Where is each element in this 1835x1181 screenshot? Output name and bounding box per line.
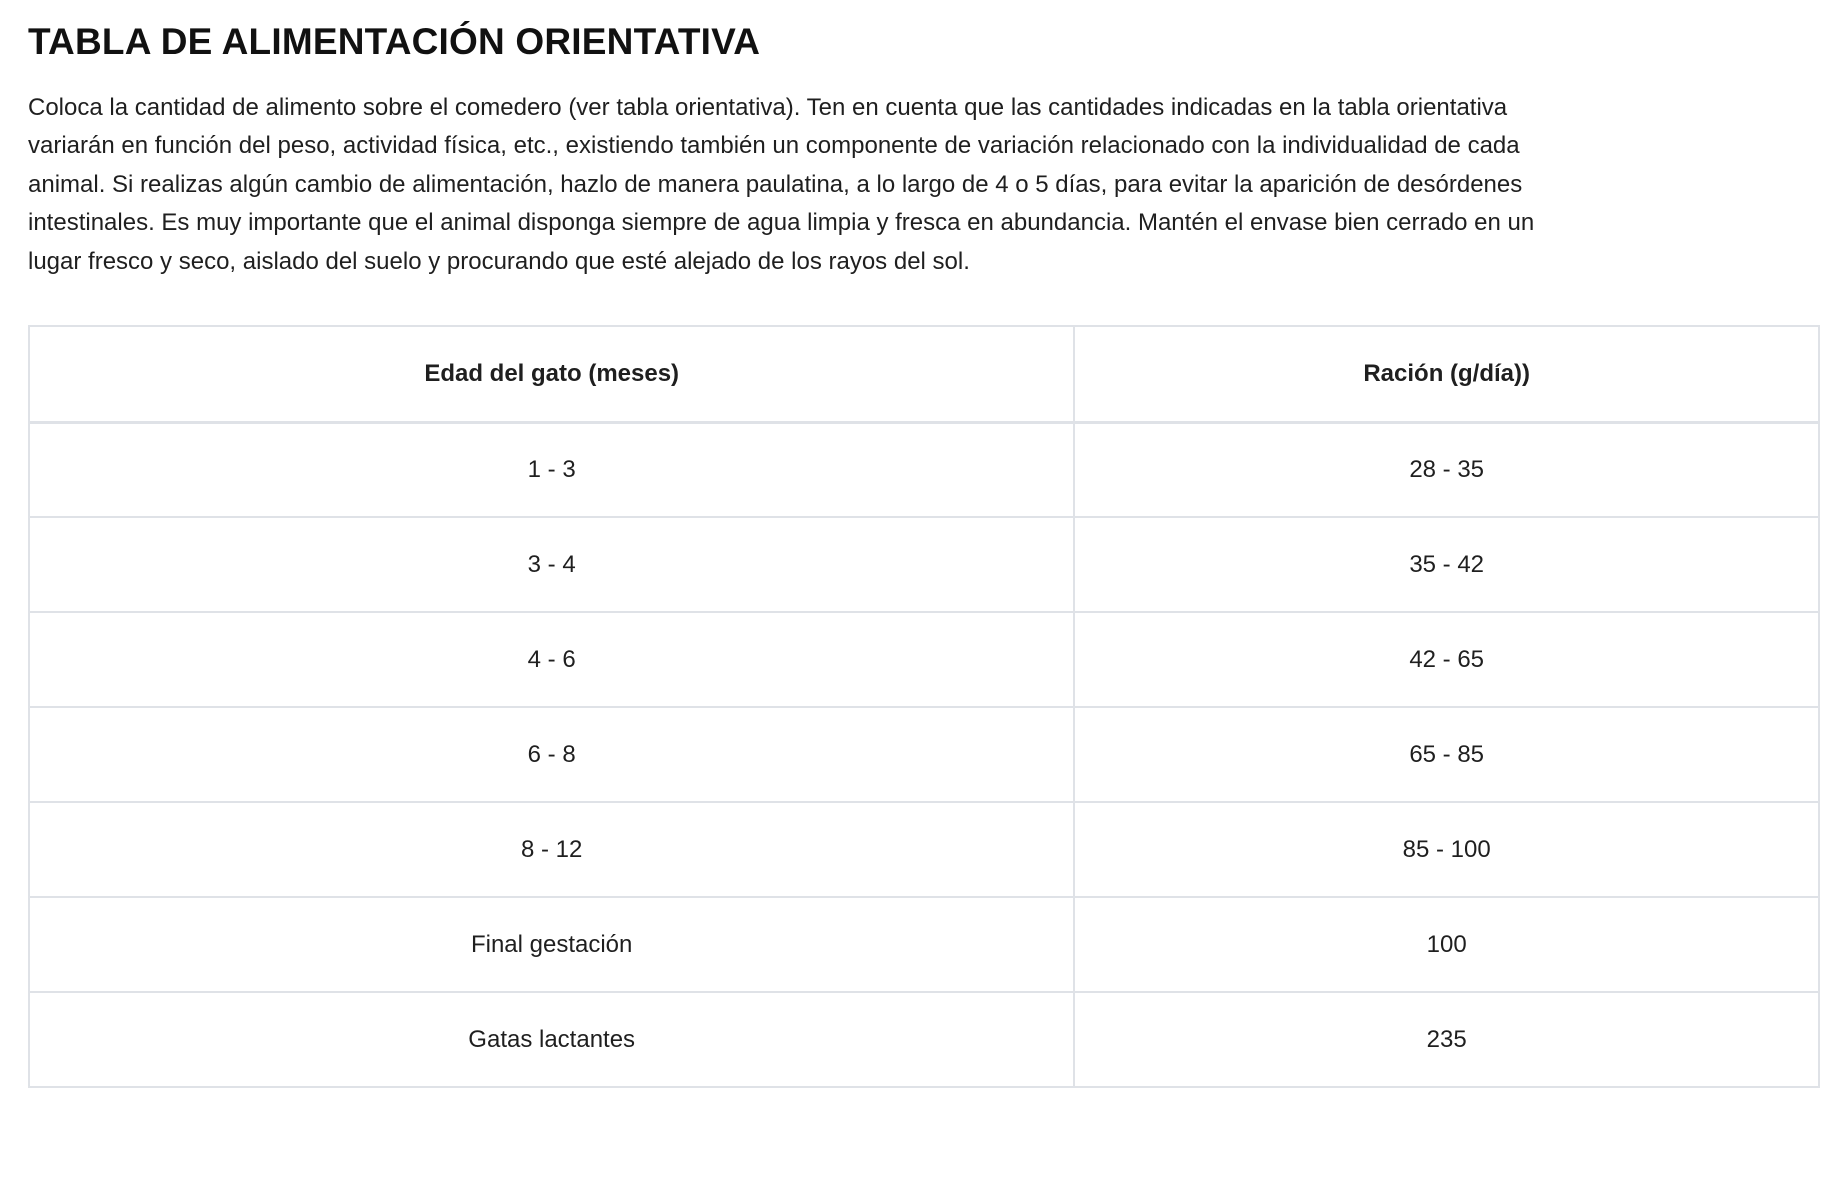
age-cell: Final gestación [27, 896, 1076, 994]
age-cell: 1 - 3 [27, 421, 1076, 519]
ration-cell: 235 [1073, 991, 1820, 1089]
table-row: 4 - 6 42 - 65 [27, 611, 1820, 709]
feeding-guide-section: TABLA DE ALIMENTACIÓN ORIENTATIVA Coloca… [27, 21, 1820, 1089]
table-row: 6 - 8 65 - 85 [27, 706, 1820, 804]
table-row: Final gestación 100 [27, 896, 1820, 994]
ration-cell: 85 - 100 [1073, 801, 1820, 899]
age-cell: 3 - 4 [27, 516, 1076, 614]
age-cell: Gatas lactantes [27, 991, 1076, 1089]
ration-cell: 42 - 65 [1073, 611, 1820, 709]
ration-cell: 65 - 85 [1073, 706, 1820, 804]
page-title: TABLA DE ALIMENTACIÓN ORIENTATIVA [28, 21, 761, 62]
ration-cell: 100 [1073, 896, 1820, 994]
column-header-age: Edad del gato (meses) [27, 325, 1076, 424]
age-cell: 6 - 8 [27, 706, 1076, 804]
column-header-ration: Ración (g/día)) [1073, 325, 1820, 424]
ration-cell: 28 - 35 [1073, 421, 1820, 519]
age-cell: 4 - 6 [27, 611, 1076, 709]
ration-cell: 35 - 42 [1073, 516, 1820, 614]
feeding-table: Edad del gato (meses) Ración (g/día)) 1 … [27, 325, 1820, 1089]
age-cell: 8 - 12 [27, 801, 1076, 899]
table-row: 3 - 4 35 - 42 [27, 516, 1820, 614]
table-row: 1 - 3 28 - 35 [27, 421, 1820, 519]
table-row: Gatas lactantes 235 [27, 991, 1820, 1089]
table-header-row: Edad del gato (meses) Ración (g/día)) [27, 325, 1820, 424]
feeding-table-body: 1 - 3 28 - 35 3 - 4 35 - 42 4 - 6 42 - 65 6 - … [27, 421, 1820, 1089]
table-row: 8 - 12 85 - 100 [27, 801, 1820, 899]
intro-paragraph: Coloca la cantidad de alimento sobre el … [28, 93, 1535, 275]
